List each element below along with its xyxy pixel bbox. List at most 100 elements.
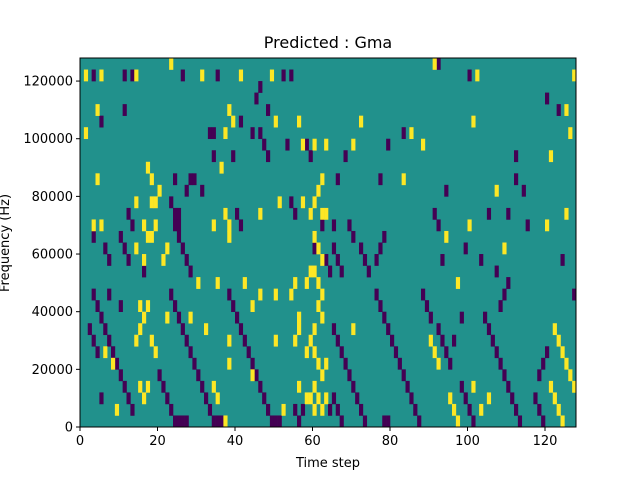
heatmap-cell-low	[428, 311, 433, 324]
heatmap-cell-high	[304, 392, 309, 405]
heatmap-cell-low	[343, 357, 348, 370]
heatmap-cell-low	[107, 334, 112, 347]
heatmap-cell-low	[331, 323, 337, 336]
heatmap-cell-high	[142, 254, 147, 266]
heatmap-cell-low	[347, 369, 352, 382]
heatmap-cell-low	[312, 242, 317, 255]
heatmap-cell-low	[142, 265, 147, 278]
heatmap-cell-high	[471, 115, 476, 128]
heatmap-cell-low	[204, 392, 209, 405]
heatmap-cell-high	[304, 277, 309, 289]
heatmap-cell-low	[424, 300, 430, 312]
heatmap-cell-low	[126, 392, 131, 405]
y-tick-label: 0	[65, 421, 73, 436]
heatmap-cell-low	[211, 127, 216, 140]
heatmap-cell-high	[142, 392, 147, 405]
heatmap-cell-high	[312, 323, 317, 336]
heatmap-cell-low	[459, 311, 464, 324]
heatmap-cell-low	[262, 392, 267, 405]
heatmap-cell-low	[289, 69, 294, 82]
x-tick-label: 60	[304, 434, 321, 449]
heatmap-cell-high	[475, 69, 480, 82]
heatmap-cell-high	[560, 415, 565, 428]
heatmap-cell-high	[145, 300, 151, 312]
heatmap-cell-low	[409, 392, 414, 405]
heatmap-cell-low	[494, 346, 499, 359]
heatmap-cell-high	[502, 242, 507, 255]
heatmap-cell-high	[142, 311, 147, 324]
heatmap-cell-low	[176, 311, 182, 324]
heatmap-cell-high	[320, 288, 325, 301]
heatmap-cell-high	[134, 69, 139, 82]
heatmap-cell-high	[138, 323, 143, 336]
heatmap-cell-low	[180, 415, 185, 428]
heatmap-cell-high	[215, 392, 220, 405]
heatmap-cell-low	[227, 288, 232, 301]
heatmap-cell-low	[180, 69, 185, 82]
heatmap-cell-high	[250, 300, 255, 312]
heatmap-cell-low	[359, 403, 364, 416]
heatmap-cell-high	[455, 415, 461, 428]
heatmap-cell-high	[227, 230, 232, 243]
heatmap-cell-low	[111, 346, 116, 359]
heatmap-cell-low	[331, 219, 337, 232]
heatmap-cell-high	[432, 346, 437, 359]
heatmap-cell-low	[328, 403, 333, 416]
heatmap-cell-high	[83, 69, 89, 82]
heatmap-cell-high	[269, 69, 275, 82]
heatmap-cell-low	[266, 150, 271, 163]
heatmap-cell-high	[114, 403, 120, 416]
heatmap-cell-high	[312, 380, 317, 393]
heatmap-cell-low	[405, 380, 410, 393]
heatmap-cell-high	[258, 288, 263, 301]
heatmap-cell-high	[568, 127, 573, 140]
heatmap-cell-high	[548, 150, 554, 163]
heatmap-cell-high	[479, 403, 484, 416]
heatmap-cell-low	[200, 184, 205, 197]
heatmap-cell-high	[556, 403, 561, 416]
heatmap-cell-low	[169, 196, 174, 209]
heatmap-cell-low	[180, 242, 185, 255]
heatmap-cell-low	[440, 254, 445, 266]
heatmap-cell-low	[393, 346, 399, 359]
heatmap-cell-high	[552, 392, 557, 405]
heatmap-cell-low	[250, 357, 255, 370]
heatmap-cell-low	[200, 380, 205, 393]
heatmap-cell-low	[417, 415, 422, 428]
heatmap-cell-low	[157, 369, 162, 382]
heatmap-cell-high	[145, 230, 151, 243]
heatmap-cell-low	[122, 69, 127, 82]
heatmap-cell-low	[281, 69, 286, 82]
heatmap-cell-high	[211, 219, 216, 232]
heatmap-cell-low	[386, 415, 391, 428]
heatmap-cell-low	[366, 265, 371, 278]
heatmap-cell-low	[254, 92, 259, 105]
heatmap-cell-low	[355, 392, 360, 405]
heatmap-cell-high	[428, 334, 433, 347]
heatmap-cell-low	[207, 127, 213, 140]
heatmap-cell-high	[564, 104, 569, 116]
heatmap-cell-low	[335, 334, 340, 347]
heatmap-cell-low	[122, 242, 127, 255]
heatmap-cell-low	[254, 369, 259, 382]
heatmap-cell-low	[114, 357, 120, 370]
heatmap-cell-low	[173, 300, 178, 312]
heatmap-cell-low	[324, 254, 329, 266]
heatmap-cell-low	[207, 403, 213, 416]
heatmap-cell-high	[99, 219, 104, 232]
heatmap-cell-high	[320, 403, 325, 416]
heatmap-cell-low	[486, 323, 492, 336]
heatmap-cell-low	[378, 242, 383, 255]
y-axis-title: Frequency (Hz)	[0, 194, 13, 292]
heatmap-cell-low	[122, 380, 127, 393]
heatmap-cell-low	[386, 138, 391, 151]
heatmap-cell-low	[118, 369, 123, 382]
heatmap-cell-high	[227, 334, 232, 347]
heatmap-cell-low	[285, 138, 290, 151]
x-tick-label: 100	[455, 434, 480, 449]
heatmap-cell-low	[118, 300, 123, 312]
heatmap-cell-low	[331, 242, 337, 255]
heatmap-cell-low	[293, 403, 298, 416]
heatmap-cell-low	[235, 311, 240, 324]
heatmap-cell-low	[188, 173, 193, 186]
